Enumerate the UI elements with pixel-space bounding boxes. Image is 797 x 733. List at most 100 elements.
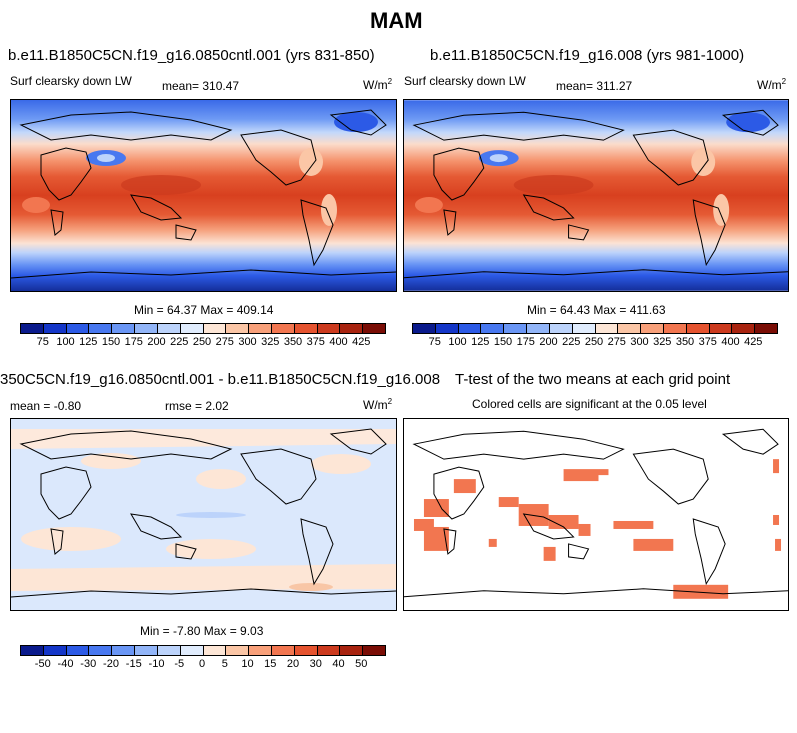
colorbar-box [203,324,227,333]
colorbar-box [43,324,67,333]
map-top-right [403,99,789,292]
colorbar-top-left-labels: 75 100 125 150 175 200 225 250 275 300 325 350 375 40… [20,336,384,350]
colorbar-tick-label: 325 [653,336,672,348]
colorbar-box [595,324,619,333]
map-top-right-field [404,100,788,291]
colorbar-tick-label: 150 [493,336,513,348]
panel-top-left-minmax: Min = 64.37 Max = 409.14 [134,303,274,317]
colorbar-bottom-left [20,645,386,656]
panel-bottom-left-rmse: rmse = 2.02 [165,399,229,413]
colorbar-box [732,324,756,333]
colorbar-box [180,646,204,655]
colorbar-box [271,646,295,655]
colorbar-tick-label: -30 [80,658,97,670]
colorbar-tick-label: 75 [428,336,441,348]
colorbar-tick-label: 50 [355,658,368,670]
colorbar-tick-label: 200 [147,336,166,348]
colorbar-box [363,324,385,333]
colorbar-box [157,324,181,333]
colorbar-box [686,324,710,333]
colorbar-box [135,324,158,333]
colorbar-tick-label: 200 [539,336,558,348]
colorbar-box [271,324,295,333]
figure-title: MAM [370,8,423,33]
colorbar-box [89,324,113,333]
panel-bottom-right-subtitle: Colored cells are significant at the 0.0… [472,397,707,411]
colorbar-tick-label: 100 [448,336,467,348]
panel-top-right-units: W/m2 [757,77,787,92]
colorbar-box [317,324,341,333]
map-bottom-left-field [11,419,396,610]
panel-top-left-variable: Surf clearsky down LW [10,74,132,88]
colorbar-box [21,646,44,655]
colorbar-tick-label: 175 [124,336,143,348]
colorbar-top-right [412,323,778,334]
colorbar-box [481,324,505,333]
colorbar-box [89,646,113,655]
colorbar-box [226,646,250,655]
colorbar-tick-label: 375 [698,336,717,348]
colorbar-box [317,646,341,655]
colorbar-tick-label: 75 [36,336,49,348]
colorbar-tick-label: -50 [34,658,51,670]
colorbar-tick-label: 0 [198,658,206,670]
colorbar-box [180,324,204,333]
colorbar-box [249,646,272,655]
colorbar-box [413,324,436,333]
colorbar-box [363,646,385,655]
colorbar-box [435,324,459,333]
panel-bottom-right-title: T-test of the two means at each grid poi… [455,371,731,388]
colorbar-tick-label: -15 [125,658,142,670]
colorbar-box [112,646,136,655]
colorbar-tick-label: 325 [261,336,280,348]
colorbar-tick-label: 400 [721,336,740,348]
colorbar-box [340,646,364,655]
map-top-left [10,99,397,292]
panel-top-right-title: b.e11.B1850C5CN.f19_g16.008 (yrs 981-100… [430,47,745,64]
colorbar-tick-label: 125 [471,336,490,348]
colorbar-tick-label: 425 [744,336,763,348]
colorbar-box [43,646,67,655]
colorbar-tick-label: 150 [101,336,121,348]
colorbar-box [709,324,733,333]
colorbar-tick-label: 300 [630,336,649,348]
panel-bottom-left-title: 350C5CN.f19_g16.0850cntl.001 - b.e11.B18… [0,371,441,388]
colorbar-tick-label: 375 [306,336,325,348]
colorbar-tick-label: 250 [192,336,212,348]
colorbar-box [135,646,158,655]
colorbar-tick-label: 100 [56,336,75,348]
colorbar-tick-label: 15 [264,658,277,670]
colorbar-top-right-labels: 75 100 125 150 175 200 225 250 275 300 325 350 375 40… [412,336,776,350]
colorbar-box [340,324,364,333]
colorbar-tick-label: 350 [283,336,303,348]
colorbar-box [226,324,250,333]
panel-top-right-mean: mean= 311.27 [556,79,633,93]
colorbar-tick-label: 175 [516,336,535,348]
colorbar-tick-label: 225 [562,336,581,348]
colorbar-tick-label: -20 [103,658,119,670]
colorbar-tick-label: 350 [675,336,695,348]
colorbar-tick-label: -10 [148,658,165,670]
panel-top-left-title: b.e11.B1850C5CN.f19_g16.0850cntl.001 (yr… [8,47,375,64]
colorbar-tick-label: 5 [221,658,228,670]
colorbar-tick-label: 40 [332,658,345,670]
colorbar-box [663,324,687,333]
colorbar-box [755,324,777,333]
colorbar-tick-label: 425 [352,336,371,348]
colorbar-box [458,324,482,333]
colorbar-tick-label: 275 [607,336,626,348]
colorbar-box [504,324,528,333]
panel-top-right-variable: Surf clearsky down LW [404,74,526,88]
colorbar-tick-label: 275 [215,336,234,348]
colorbar-tick-label: 225 [170,336,189,348]
colorbar-box [549,324,573,333]
panel-top-right-minmax: Min = 64.43 Max = 411.63 [527,303,666,317]
colorbar-tick-label: 400 [329,336,348,348]
panel-bottom-left-mean: mean = -0.80 [10,399,82,413]
colorbar-box [641,324,664,333]
panel-bottom-left-minmax: Min = -7.80 Max = 9.03 [140,624,264,638]
colorbar-box [294,646,318,655]
colorbar-box [294,324,318,333]
colorbar-box [157,646,181,655]
map-bottom-right-field [404,419,788,610]
